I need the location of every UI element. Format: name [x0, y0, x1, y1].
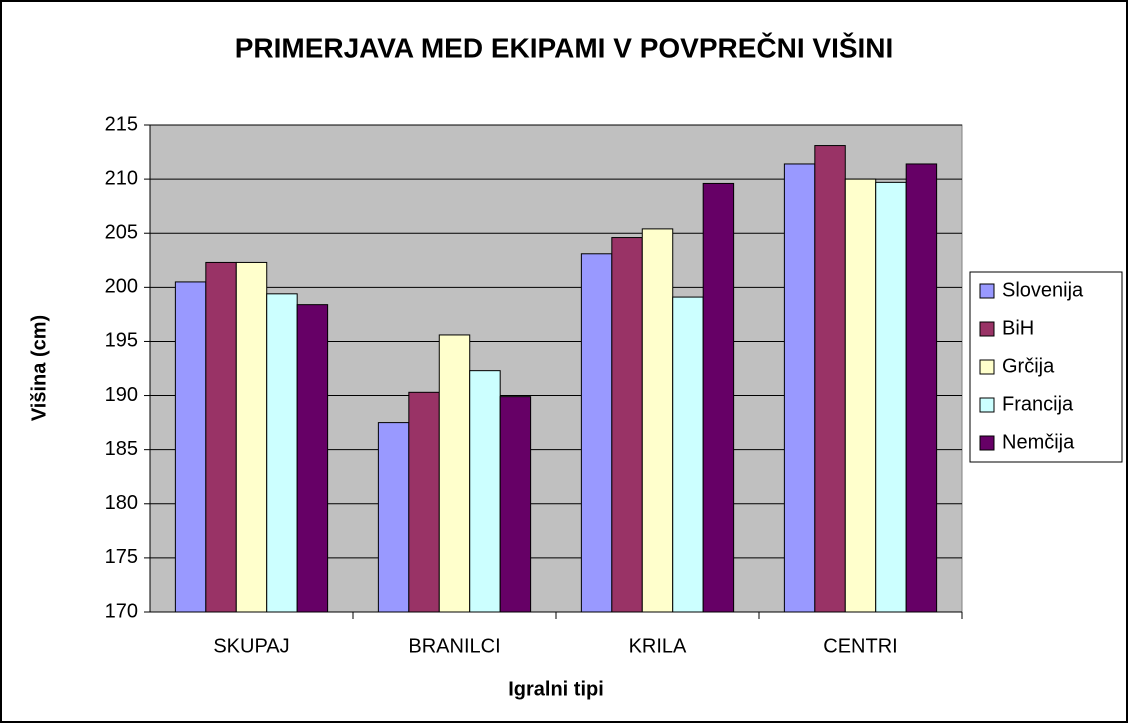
legend-label: Grčija: [1002, 355, 1055, 377]
legend-label: Francija: [1002, 393, 1074, 415]
x-tick-label: CENTRI: [823, 635, 897, 657]
x-tick-label: BRANILCI: [408, 635, 500, 657]
bar: [296, 304, 329, 613]
bar: [408, 391, 440, 613]
legend-label: BiH: [1002, 317, 1034, 339]
bar: [205, 261, 237, 613]
y-tick-label: 190: [105, 384, 138, 406]
legend-swatch: [979, 435, 995, 451]
y-tick-label: 210: [105, 167, 138, 189]
bar: [235, 261, 268, 613]
legend-box: [969, 271, 1123, 463]
bar: [905, 163, 938, 613]
bar: [438, 334, 471, 613]
legend-swatch: [979, 359, 995, 375]
legend-swatch: [979, 397, 995, 413]
y-tick-label: 205: [105, 222, 138, 244]
legend-label: Slovenija: [1002, 279, 1084, 301]
bar: [469, 370, 501, 613]
y-tick-label: 195: [105, 330, 138, 352]
bar: [814, 145, 846, 613]
legend-label: Nemčija: [1002, 431, 1075, 453]
y-tick-label: 200: [105, 276, 138, 298]
y-tick-label: 170: [105, 600, 138, 622]
y-tick-label: 180: [105, 492, 138, 514]
bar: [783, 163, 816, 613]
bar: [174, 281, 207, 613]
chart-title: PRIMERJAVA MED EKIPAMI V POVPREČNI VIŠIN…: [235, 31, 894, 63]
legend-swatch: [979, 321, 995, 337]
bar: [266, 293, 298, 613]
x-tick-label: KRILA: [629, 635, 687, 657]
x-tick-label: SKUPAJ: [213, 635, 289, 657]
y-axis-label: Višina (cm): [28, 315, 50, 421]
y-tick-label: 175: [105, 546, 138, 568]
bar: [702, 182, 735, 613]
bar: [672, 296, 704, 613]
bar: [499, 396, 532, 613]
bar: [580, 253, 613, 613]
bar: [875, 181, 907, 613]
y-tick-label: 185: [105, 438, 138, 460]
y-tick-label: 215: [105, 113, 138, 135]
bar: [641, 228, 674, 613]
bar: [844, 178, 877, 613]
bar: [377, 422, 410, 613]
bar: [611, 237, 643, 613]
legend-swatch: [979, 283, 995, 299]
x-axis-label: Igralni tipi: [508, 678, 604, 700]
